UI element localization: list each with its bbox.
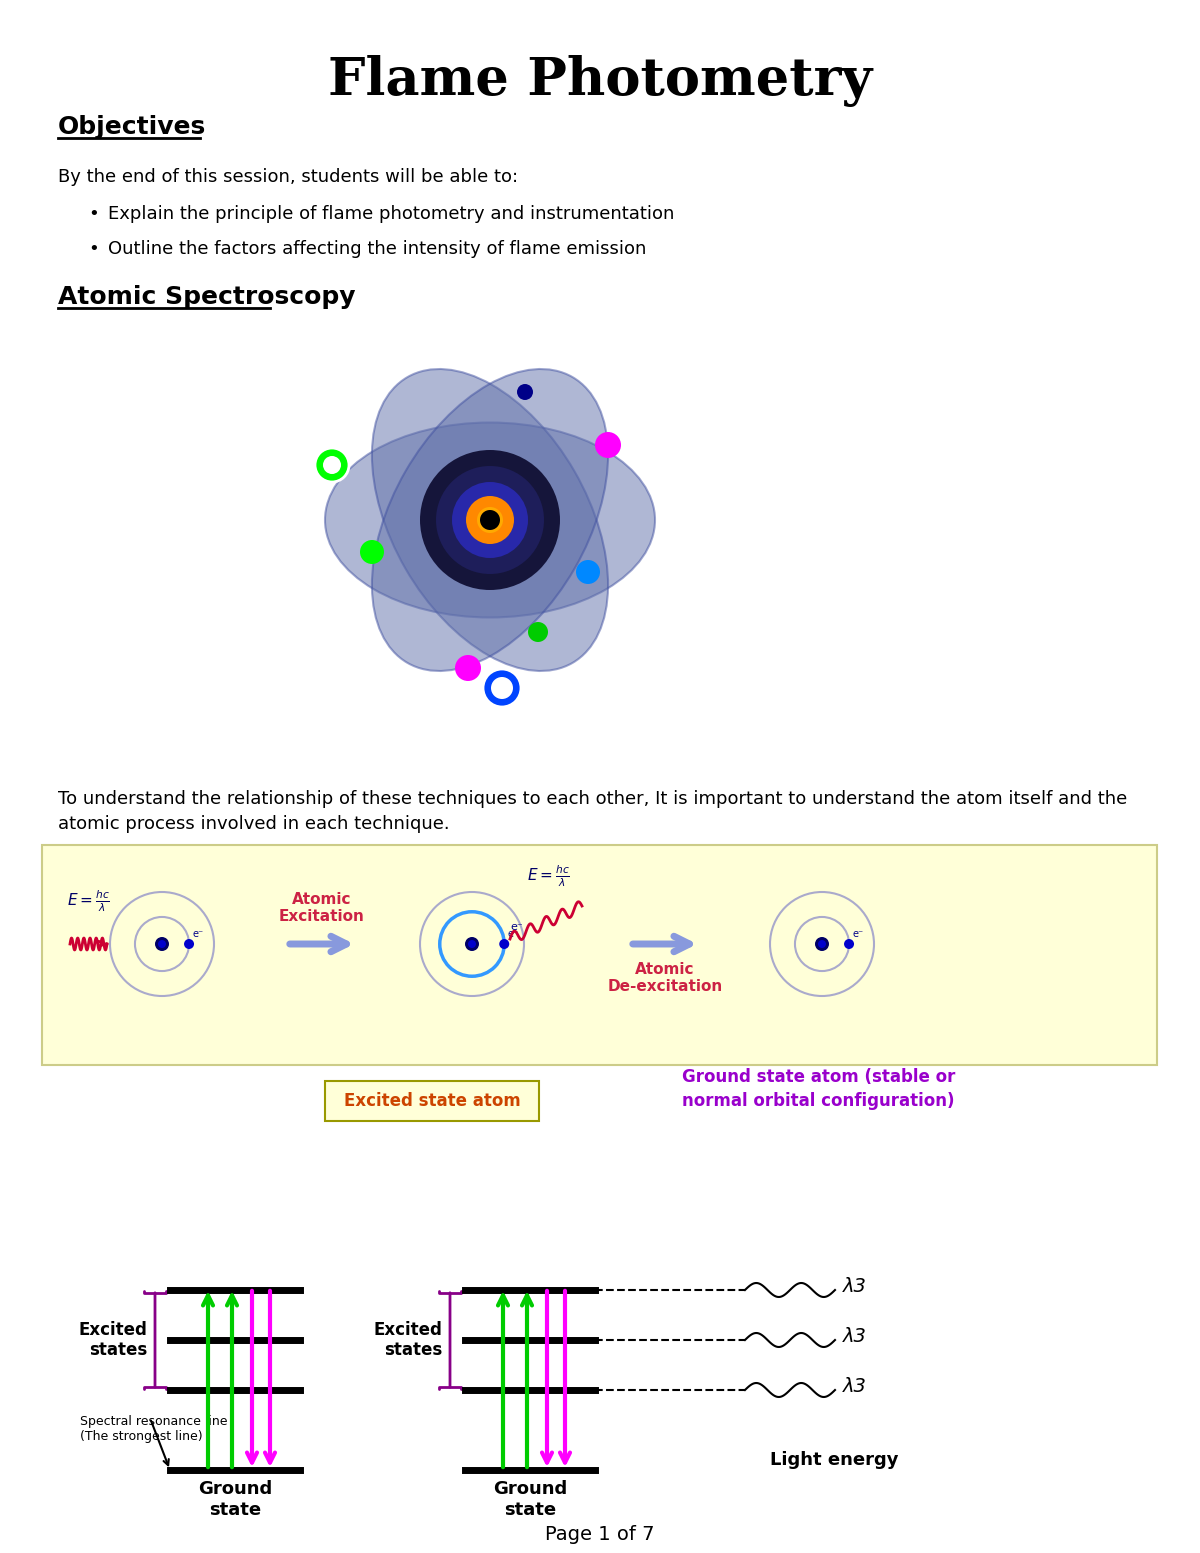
Circle shape bbox=[452, 481, 528, 558]
Circle shape bbox=[468, 940, 476, 947]
Text: By the end of this session, students will be able to:: By the end of this session, students wil… bbox=[58, 168, 518, 186]
Text: To understand the relationship of these techniques to each other, It is importan: To understand the relationship of these … bbox=[58, 790, 1127, 832]
Text: Explain the principle of flame photometry and instrumentation: Explain the principle of flame photometr… bbox=[108, 205, 674, 224]
Circle shape bbox=[595, 432, 622, 458]
Circle shape bbox=[576, 561, 600, 584]
Circle shape bbox=[360, 540, 384, 564]
Circle shape bbox=[436, 466, 544, 575]
Ellipse shape bbox=[325, 422, 655, 618]
Circle shape bbox=[455, 655, 481, 682]
Text: Excited state atom: Excited state atom bbox=[343, 1092, 521, 1110]
Text: Excited
states: Excited states bbox=[373, 1320, 442, 1359]
Text: e⁻: e⁻ bbox=[852, 929, 863, 940]
Text: λ3: λ3 bbox=[842, 1378, 866, 1396]
Text: $E = \frac{hc}{\lambda}$: $E = \frac{hc}{\lambda}$ bbox=[67, 888, 110, 915]
Text: e⁻: e⁻ bbox=[192, 929, 203, 940]
Text: Atomic
De-excitation: Atomic De-excitation bbox=[607, 961, 722, 994]
Text: Excited
states: Excited states bbox=[78, 1320, 148, 1359]
Text: Flame Photometry: Flame Photometry bbox=[328, 54, 872, 107]
Text: Outline the factors affecting the intensity of flame emission: Outline the factors affecting the intens… bbox=[108, 241, 647, 258]
Circle shape bbox=[184, 940, 194, 949]
Circle shape bbox=[155, 936, 169, 950]
FancyBboxPatch shape bbox=[325, 1081, 539, 1121]
Text: Page 1 of 7: Page 1 of 7 bbox=[545, 1525, 655, 1544]
Text: •: • bbox=[88, 241, 98, 258]
Circle shape bbox=[420, 450, 560, 590]
Circle shape bbox=[466, 495, 514, 544]
Circle shape bbox=[844, 940, 854, 949]
Circle shape bbox=[517, 384, 533, 401]
Circle shape bbox=[323, 457, 341, 474]
Circle shape bbox=[482, 669, 521, 707]
Text: Spectral resonance line
(The strongest line): Spectral resonance line (The strongest l… bbox=[80, 1415, 228, 1443]
Text: λ3: λ3 bbox=[842, 1278, 866, 1297]
Text: Atomic Spectroscopy: Atomic Spectroscopy bbox=[58, 286, 355, 309]
Text: λ3: λ3 bbox=[842, 1328, 866, 1346]
Text: Light energy: Light energy bbox=[770, 1451, 899, 1469]
Circle shape bbox=[158, 940, 166, 947]
Circle shape bbox=[818, 940, 826, 947]
Circle shape bbox=[528, 623, 548, 641]
Text: •: • bbox=[88, 205, 98, 224]
Text: e⁻: e⁻ bbox=[508, 929, 518, 940]
Circle shape bbox=[815, 936, 829, 950]
Circle shape bbox=[478, 506, 503, 533]
Circle shape bbox=[466, 936, 479, 950]
FancyBboxPatch shape bbox=[42, 845, 1157, 1065]
Text: Ground state atom (stable or
normal orbital configuration): Ground state atom (stable or normal orbi… bbox=[682, 1067, 955, 1110]
Ellipse shape bbox=[372, 370, 608, 671]
Circle shape bbox=[314, 447, 349, 481]
Circle shape bbox=[499, 940, 509, 949]
Text: Ground
state: Ground state bbox=[198, 1480, 272, 1519]
Text: Atomic
Excitation: Atomic Excitation bbox=[280, 891, 365, 924]
Text: Objectives: Objectives bbox=[58, 115, 206, 140]
Text: Ground
state: Ground state bbox=[493, 1480, 568, 1519]
Circle shape bbox=[491, 677, 514, 699]
Text: e⁻: e⁻ bbox=[510, 922, 523, 932]
Text: $E = \frac{hc}{\lambda}$: $E = \frac{hc}{\lambda}$ bbox=[527, 863, 570, 888]
Circle shape bbox=[480, 509, 500, 530]
Ellipse shape bbox=[372, 370, 608, 671]
